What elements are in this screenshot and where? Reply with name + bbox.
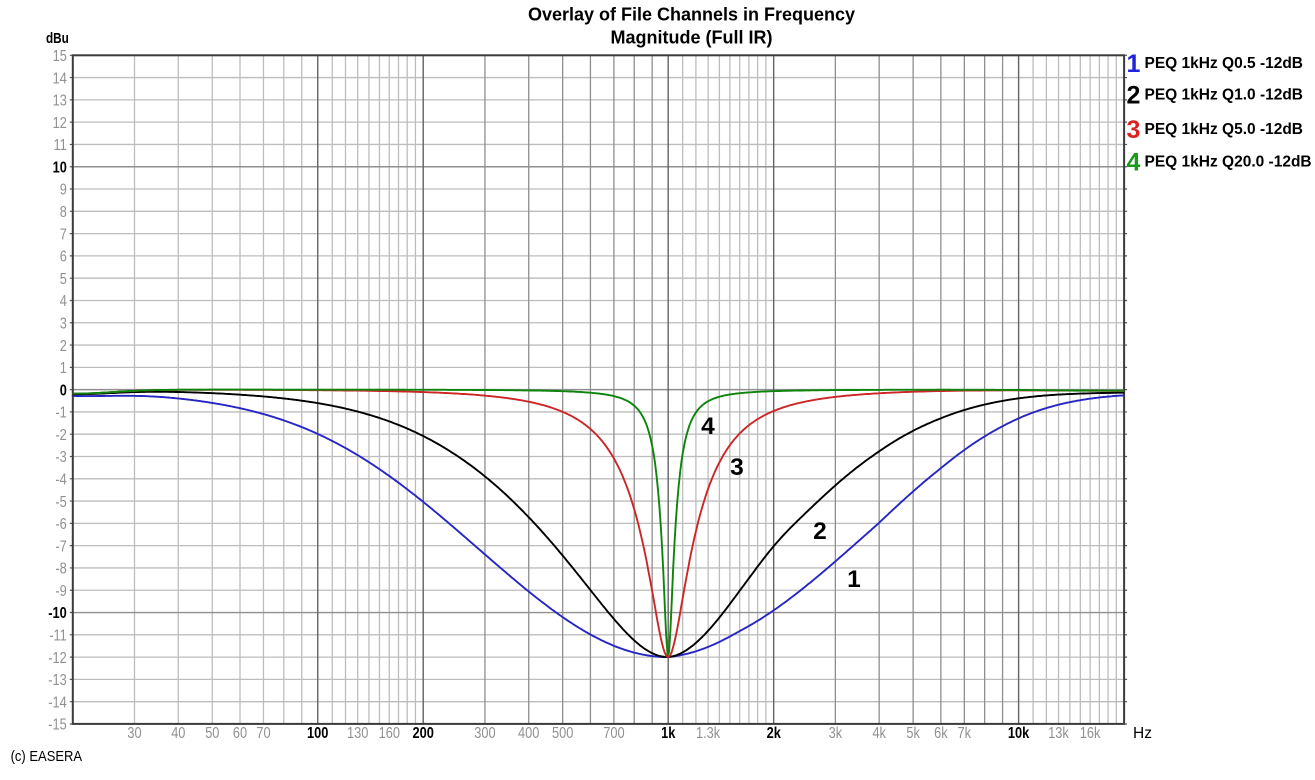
- svg-text:-13: -13: [48, 672, 67, 689]
- svg-text:11: 11: [54, 137, 67, 154]
- svg-text:3: 3: [1127, 116, 1141, 144]
- svg-text:13k: 13k: [1048, 725, 1070, 742]
- svg-text:Magnitude (Full IR): Magnitude (Full IR): [611, 27, 773, 47]
- svg-text:40: 40: [171, 725, 185, 742]
- svg-text:-5: -5: [55, 494, 66, 511]
- svg-text:5: 5: [60, 271, 67, 288]
- svg-text:-12: -12: [48, 650, 67, 667]
- svg-text:300: 300: [474, 725, 495, 742]
- svg-text:12: 12: [53, 115, 67, 132]
- svg-text:6k: 6k: [934, 725, 948, 742]
- svg-text:Overlay of File Channels in Fr: Overlay of File Channels in Frequency: [528, 5, 855, 25]
- svg-text:PEQ 1kHz Q1.0 -12dB: PEQ 1kHz Q1.0 -12dB: [1145, 86, 1304, 103]
- svg-text:500: 500: [552, 725, 573, 742]
- svg-text:3: 3: [60, 316, 67, 333]
- svg-text:-10: -10: [48, 605, 67, 622]
- svg-text:4: 4: [1127, 149, 1141, 177]
- svg-text:-2: -2: [55, 427, 66, 444]
- svg-text:PEQ 1kHz Q0.5 -12dB: PEQ 1kHz Q0.5 -12dB: [1145, 55, 1304, 72]
- svg-text:10k: 10k: [1008, 725, 1029, 742]
- svg-text:-9: -9: [55, 583, 66, 600]
- svg-text:Hz: Hz: [1133, 725, 1152, 742]
- svg-text:-6: -6: [55, 516, 66, 533]
- svg-text:2k: 2k: [767, 725, 781, 742]
- svg-text:-4: -4: [55, 472, 66, 489]
- svg-text:7: 7: [60, 226, 67, 243]
- svg-text:16k: 16k: [1080, 725, 1102, 742]
- svg-text:PEQ 1kHz Q20.0 -12dB: PEQ 1kHz Q20.0 -12dB: [1145, 154, 1312, 171]
- svg-text:4k: 4k: [872, 725, 886, 742]
- svg-text:70: 70: [256, 725, 270, 742]
- svg-text:-1: -1: [55, 405, 66, 422]
- svg-text:1: 1: [847, 566, 861, 593]
- svg-text:13: 13: [53, 93, 67, 110]
- svg-text:1k: 1k: [661, 725, 675, 742]
- svg-text:4: 4: [60, 293, 67, 310]
- svg-text:2: 2: [60, 338, 67, 355]
- svg-text:160: 160: [379, 725, 400, 742]
- svg-text:-8: -8: [55, 561, 66, 578]
- svg-text:1.3k: 1.3k: [696, 725, 721, 742]
- svg-text:2: 2: [1127, 81, 1141, 109]
- svg-text:10: 10: [53, 159, 67, 176]
- svg-text:7k: 7k: [958, 725, 972, 742]
- svg-text:(c) EASERA: (c) EASERA: [11, 748, 83, 765]
- svg-text:9: 9: [60, 182, 67, 199]
- svg-text:700: 700: [603, 725, 624, 742]
- svg-text:60: 60: [233, 725, 247, 742]
- svg-text:-14: -14: [48, 694, 67, 711]
- svg-text:30: 30: [127, 725, 141, 742]
- svg-text:dBu: dBu: [46, 30, 69, 47]
- svg-text:200: 200: [413, 725, 434, 742]
- svg-text:3k: 3k: [829, 725, 843, 742]
- svg-text:3: 3: [730, 454, 744, 481]
- svg-text:6: 6: [60, 249, 67, 266]
- svg-text:1: 1: [60, 360, 67, 377]
- svg-text:130: 130: [347, 725, 368, 742]
- svg-text:0: 0: [60, 382, 67, 399]
- svg-text:-3: -3: [55, 449, 66, 466]
- svg-text:-7: -7: [55, 538, 66, 555]
- svg-text:5k: 5k: [906, 725, 920, 742]
- svg-text:400: 400: [518, 725, 539, 742]
- svg-text:2: 2: [813, 518, 827, 545]
- svg-text:4: 4: [701, 413, 715, 440]
- svg-text:PEQ 1kHz Q5.0 -12dB: PEQ 1kHz Q5.0 -12dB: [1145, 121, 1304, 138]
- svg-text:8: 8: [60, 204, 67, 221]
- svg-text:-11: -11: [49, 628, 67, 645]
- svg-text:1: 1: [1127, 50, 1141, 78]
- svg-text:15: 15: [53, 48, 67, 65]
- svg-text:-15: -15: [48, 717, 67, 734]
- svg-text:14: 14: [53, 70, 67, 87]
- svg-text:100: 100: [307, 725, 328, 742]
- svg-text:50: 50: [205, 725, 219, 742]
